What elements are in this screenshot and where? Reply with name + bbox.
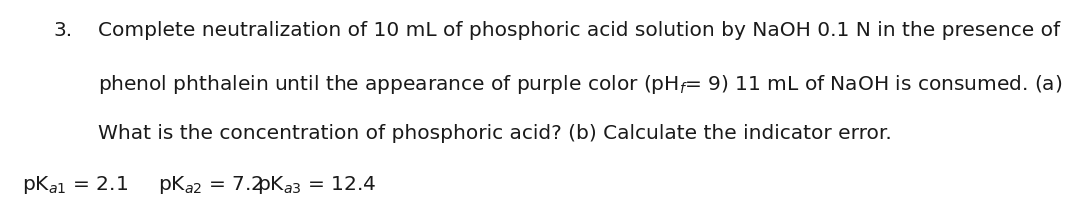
Text: phenol phthalein until the appearance of purple color (pH$_{f}$= 9) 11 mL of NaO: phenol phthalein until the appearance of…: [98, 72, 1063, 95]
Text: pK$_{a3}$ = 12.4: pK$_{a3}$ = 12.4: [257, 173, 377, 195]
Text: What is the concentration of phosphoric acid? (b) Calculate the indicator error.: What is the concentration of phosphoric …: [98, 124, 892, 143]
Text: Complete neutralization of 10 mL of phosphoric acid solution by NaOH 0.1 N in th: Complete neutralization of 10 mL of phos…: [98, 21, 1061, 40]
Text: pK$_{a1}$ = 2.1: pK$_{a1}$ = 2.1: [22, 173, 127, 195]
Text: 3.: 3.: [53, 21, 72, 40]
Text: pK$_{a2}$ = 7.2: pK$_{a2}$ = 7.2: [158, 173, 262, 195]
